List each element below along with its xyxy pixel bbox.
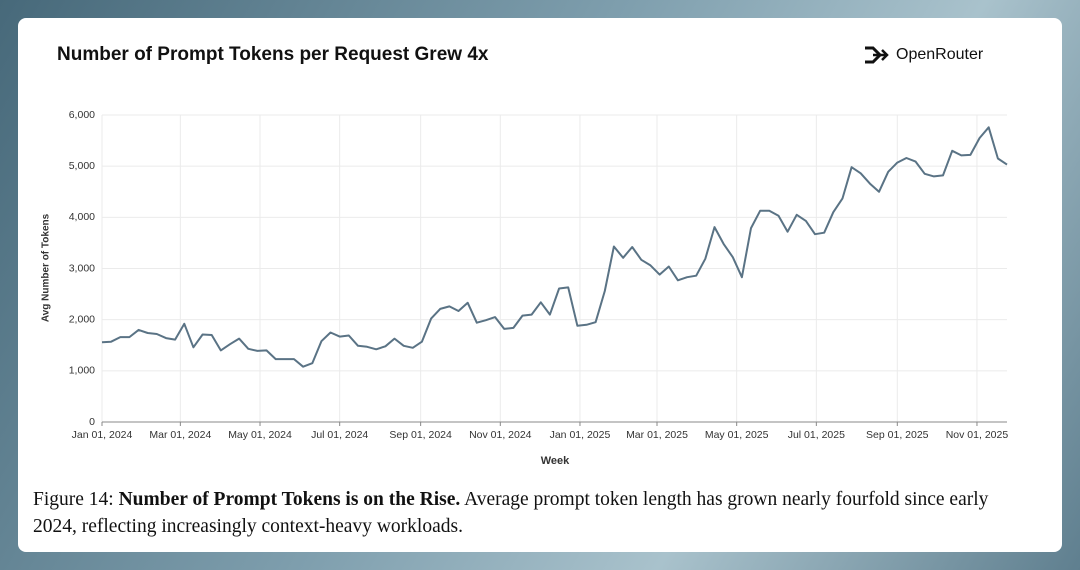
line-series	[101, 126, 1008, 368]
x-axis-label: Week	[541, 455, 570, 467]
card	[18, 18, 1062, 552]
x-tick-label: Mar 01, 2025	[626, 429, 688, 441]
y-tick-label: 3,000	[69, 262, 95, 274]
x-tick-label: Jul 01, 2025	[788, 429, 845, 441]
x-tick-label: Nov 01, 2024	[469, 429, 532, 441]
caption-text: Average prompt token length has grown ne…	[33, 489, 989, 537]
logo-arrow	[873, 49, 889, 61]
y-tick-label: 2,000	[69, 313, 95, 325]
y-tick-label: 5,000	[69, 160, 95, 172]
y-tick-label: 6,000	[69, 109, 95, 121]
y-tick-label: 0	[89, 416, 95, 428]
x-tick-label: Jan 01, 2024	[72, 429, 133, 441]
y-tick-label: 1,000	[69, 365, 95, 377]
brand-name: OpenRouter	[896, 46, 984, 63]
x-tick-label: Jul 01, 2024	[311, 429, 368, 441]
x-tick-label: Jan 01, 2025	[550, 429, 611, 441]
y-tick-label: 4,000	[69, 211, 95, 223]
caption-label: Figure 14:	[33, 489, 114, 510]
x-tick-label: Sep 01, 2025	[866, 429, 929, 441]
x-tick-label: May 01, 2025	[705, 429, 769, 441]
x-tick-label: Sep 01, 2024	[389, 429, 452, 441]
x-tick-label: Nov 01, 2025	[946, 429, 1009, 441]
x-tick-label: Mar 01, 2024	[149, 429, 211, 441]
caption-bold: Number of Prompt Tokens is on the Rise.	[118, 489, 461, 510]
brand-logo: OpenRouter	[865, 46, 984, 64]
caption: Figure 14: Number of Prompt Tokens is on…	[33, 486, 1033, 540]
y-axis-label: Avg Number of Tokens	[41, 213, 52, 322]
x-tick-label: May 01, 2024	[228, 429, 292, 441]
chart-title: Number of Prompt Tokens per Request Grew…	[57, 44, 489, 65]
